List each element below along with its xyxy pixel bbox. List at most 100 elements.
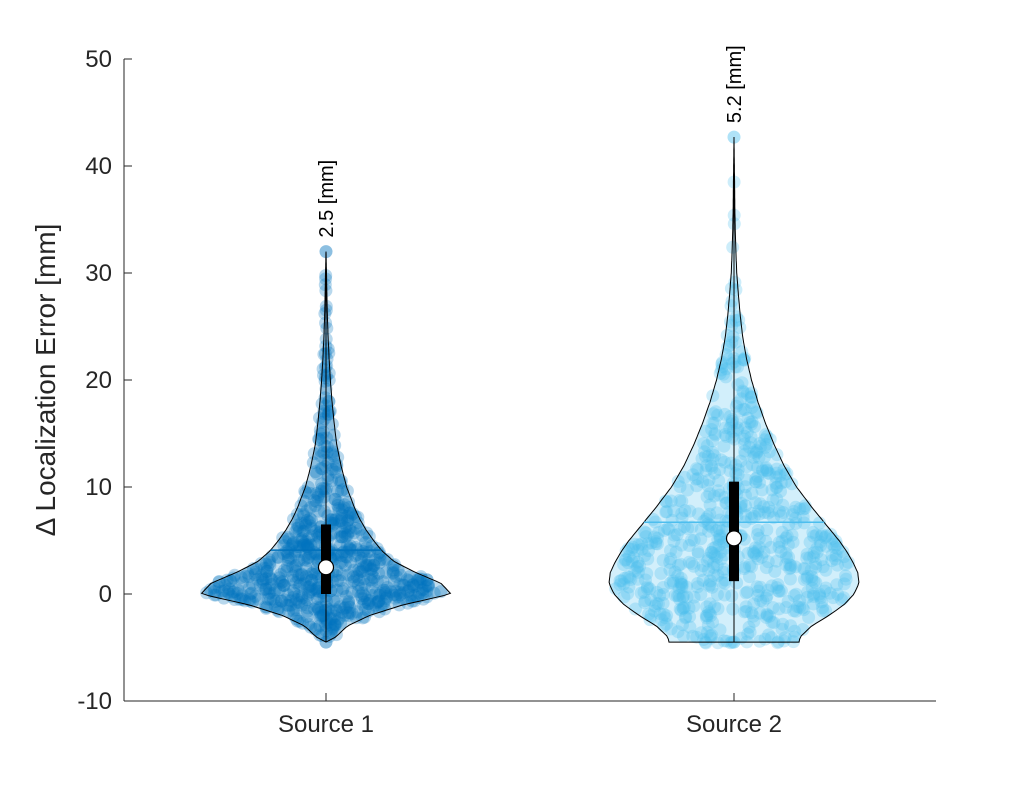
data-point <box>625 554 639 568</box>
data-point <box>710 558 724 572</box>
data-point <box>333 600 347 614</box>
data-point <box>798 562 811 576</box>
data-point <box>791 600 805 614</box>
data-point <box>360 545 374 559</box>
data-point <box>305 513 319 527</box>
data-point <box>325 604 339 618</box>
data-point <box>326 447 340 461</box>
data-point <box>649 537 663 551</box>
data-point <box>687 533 701 547</box>
data-point <box>378 553 392 567</box>
data-point <box>416 582 430 596</box>
data-point <box>738 437 752 451</box>
data-point <box>806 525 820 539</box>
data-point <box>769 470 783 484</box>
data-point <box>312 488 325 502</box>
data-point <box>241 566 255 580</box>
data-point <box>249 562 263 576</box>
data-point <box>722 352 736 366</box>
data-point <box>302 531 316 545</box>
data-point <box>766 493 780 507</box>
data-point <box>755 550 769 564</box>
data-point <box>724 282 738 295</box>
data-point <box>700 490 714 504</box>
data-point <box>738 444 752 458</box>
data-point <box>756 464 770 478</box>
data-point <box>813 589 827 603</box>
data-point <box>277 578 290 592</box>
data-point <box>614 574 628 588</box>
data-point <box>680 590 694 604</box>
data-point <box>702 605 716 619</box>
data-point <box>326 445 340 459</box>
median-label: 2.5 [mm] <box>316 160 338 238</box>
data-point <box>305 583 319 597</box>
data-point <box>342 594 356 608</box>
data-point <box>344 555 358 569</box>
data-point <box>402 584 415 597</box>
data-point <box>294 499 308 513</box>
data-point <box>673 602 687 616</box>
data-point <box>317 407 331 421</box>
data-point <box>707 407 720 421</box>
data-point <box>317 404 331 418</box>
data-point <box>816 604 830 618</box>
data-point <box>422 578 435 592</box>
data-point <box>389 584 403 598</box>
y-tick-label: 30 <box>85 260 112 287</box>
data-point <box>763 467 777 481</box>
data-point <box>367 559 381 572</box>
data-point <box>739 488 752 502</box>
data-point <box>664 622 678 636</box>
data-point <box>760 607 774 621</box>
data-point <box>325 417 339 431</box>
data-point <box>314 449 328 463</box>
data-point <box>779 531 793 545</box>
data-point <box>759 437 773 451</box>
data-point <box>269 595 283 608</box>
data-point <box>789 511 803 525</box>
labels: 2.5 [mm] 5.2 [mm] <box>316 45 746 237</box>
data-point <box>415 572 429 586</box>
data-point <box>284 552 298 566</box>
data-point <box>388 558 402 572</box>
data-point <box>752 451 766 464</box>
data-point <box>787 630 801 644</box>
data-point <box>334 484 348 498</box>
data-point <box>317 482 331 495</box>
data-point <box>745 606 758 620</box>
data-point <box>315 397 329 411</box>
data-point <box>809 557 822 571</box>
data-point <box>320 446 334 459</box>
data-point <box>738 403 752 417</box>
data-point <box>789 516 803 530</box>
data-point <box>751 523 765 537</box>
data-point <box>741 546 755 560</box>
data-point <box>761 555 775 569</box>
data-point <box>754 594 768 608</box>
data-point <box>742 620 756 634</box>
data-point <box>272 605 286 619</box>
data-point <box>353 565 367 579</box>
data-point <box>286 569 300 583</box>
data-point <box>770 466 784 480</box>
data-point <box>308 537 322 551</box>
data-point <box>645 536 659 550</box>
data-point <box>809 528 823 542</box>
data-point <box>830 558 844 572</box>
data-point <box>356 529 370 543</box>
data-point <box>753 497 767 511</box>
data-point <box>642 544 655 558</box>
data-point <box>741 627 755 641</box>
data-point <box>703 507 717 521</box>
y-axis-title: Δ Localization Error [mm] <box>30 224 61 537</box>
data-point <box>307 447 321 461</box>
data-point <box>302 541 316 555</box>
data-point <box>325 612 339 626</box>
data-point <box>346 570 360 584</box>
data-point <box>739 600 753 614</box>
data-point <box>683 504 697 518</box>
data-point <box>765 615 779 629</box>
data-point <box>278 593 292 607</box>
data-point <box>803 535 817 549</box>
